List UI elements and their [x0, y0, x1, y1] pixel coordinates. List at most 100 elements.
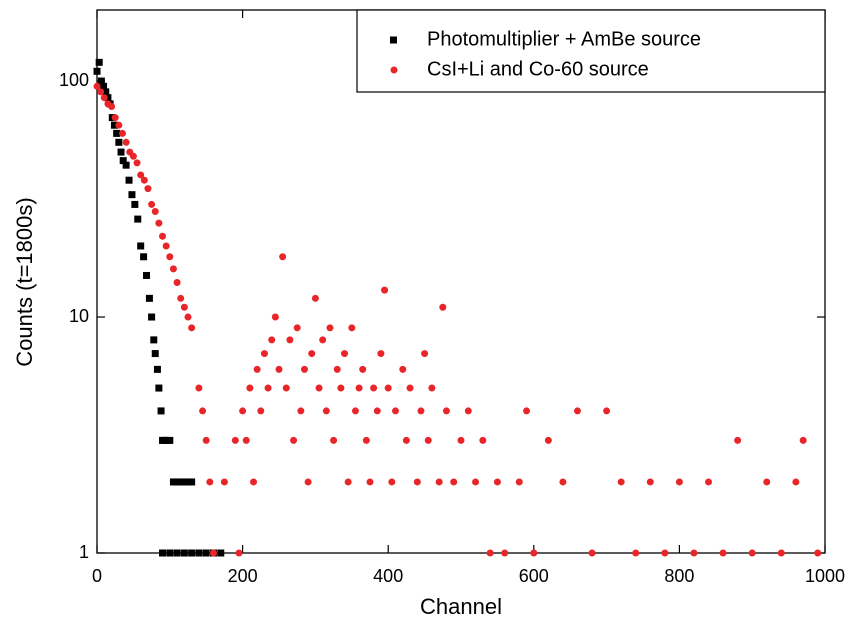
point [384, 384, 392, 392]
point [118, 129, 126, 137]
point [486, 549, 494, 557]
point [413, 478, 421, 486]
point [297, 407, 305, 415]
point [145, 294, 153, 302]
point [282, 384, 290, 392]
point [311, 294, 319, 302]
point [763, 478, 771, 486]
point [100, 82, 108, 90]
point [162, 242, 170, 250]
point [129, 152, 137, 160]
point [442, 407, 450, 415]
point [391, 407, 399, 415]
point [450, 478, 458, 486]
point [239, 407, 247, 415]
point [104, 94, 112, 102]
point [188, 324, 196, 332]
point [184, 478, 192, 486]
point [199, 407, 207, 415]
point [151, 350, 159, 358]
point [140, 176, 148, 184]
point [275, 365, 283, 373]
point [479, 436, 487, 444]
point [111, 114, 119, 122]
point [202, 549, 210, 557]
y-axis-label: Counts (t=1800s) [12, 197, 37, 366]
point [705, 478, 713, 486]
point [115, 138, 123, 146]
point [157, 407, 165, 415]
x-tick-label: 0 [92, 566, 102, 586]
point [155, 384, 163, 392]
point [122, 161, 130, 169]
point [155, 219, 163, 227]
point [799, 436, 807, 444]
point [144, 185, 152, 193]
point [322, 407, 330, 415]
point [315, 384, 323, 392]
point [399, 365, 407, 373]
point [150, 336, 158, 344]
point [406, 384, 414, 392]
point [246, 384, 254, 392]
point [202, 436, 210, 444]
point [206, 478, 214, 486]
point [143, 271, 151, 279]
point [646, 478, 654, 486]
point [304, 478, 312, 486]
legend-label: CsI+Li and Co-60 source [427, 58, 649, 80]
point [293, 324, 301, 332]
point [286, 336, 294, 344]
point [381, 286, 389, 294]
point [388, 478, 396, 486]
point [366, 478, 374, 486]
point [373, 407, 381, 415]
x-tick-label: 400 [373, 566, 403, 586]
point [359, 365, 367, 373]
point [173, 549, 181, 557]
point [173, 279, 181, 287]
point [102, 88, 110, 96]
point [351, 407, 359, 415]
point [493, 478, 501, 486]
y-tick-label: 1 [79, 542, 89, 562]
point [180, 478, 188, 486]
point [814, 549, 822, 557]
point [428, 384, 436, 392]
point [355, 384, 363, 392]
x-axis-label: Channel [420, 594, 502, 619]
point [93, 67, 101, 75]
point [421, 350, 429, 358]
point [137, 171, 145, 179]
point [661, 549, 669, 557]
point [377, 350, 385, 358]
point [159, 232, 167, 240]
point [253, 365, 261, 373]
point [279, 253, 287, 261]
point [290, 436, 298, 444]
point [457, 436, 465, 444]
point [439, 303, 447, 311]
point [173, 478, 181, 486]
point [370, 384, 378, 392]
point [348, 324, 356, 332]
point [140, 253, 148, 261]
point [264, 384, 272, 392]
point [573, 407, 581, 415]
point [110, 121, 118, 129]
point [134, 215, 142, 223]
point [100, 94, 108, 102]
point [93, 82, 101, 90]
point [151, 207, 159, 215]
point [515, 478, 523, 486]
point [792, 478, 800, 486]
point [501, 549, 509, 557]
point [472, 478, 480, 486]
point [180, 303, 188, 311]
point [559, 478, 567, 486]
point [113, 129, 121, 137]
point [166, 549, 174, 557]
legend-box [356, 9, 826, 93]
point [184, 313, 192, 321]
point [177, 478, 185, 486]
